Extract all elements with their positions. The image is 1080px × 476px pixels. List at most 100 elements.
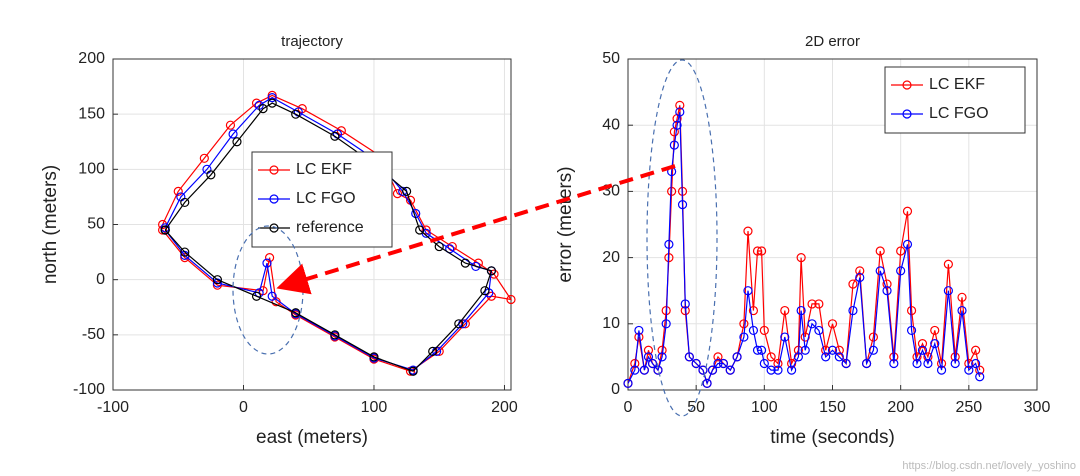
data-point: [725, 365, 735, 375]
y-axis-label: north (meters): [40, 165, 61, 284]
y-axis-label: error (meters): [555, 166, 576, 282]
data-point: [675, 100, 685, 110]
data-point: [713, 352, 723, 362]
legend-marker: [269, 194, 279, 204]
data-point: [718, 358, 729, 369]
data-point: [643, 352, 654, 362]
y-tick-label: 50: [87, 216, 105, 233]
data-point: [743, 286, 753, 296]
data-point: [950, 358, 960, 369]
data-point: [757, 246, 767, 256]
data-point: [975, 365, 985, 375]
data-point: [807, 299, 817, 309]
data-point: [251, 98, 262, 108]
y-tick-label: 40: [602, 116, 620, 133]
data-point: [506, 294, 516, 305]
series-line: [627, 111, 981, 386]
highlight-ellipse: [646, 59, 718, 417]
data-point: [855, 272, 865, 283]
data-point: [906, 325, 917, 336]
data-point: [157, 225, 168, 235]
legend-label: LC EKF: [296, 161, 352, 178]
data-point: [868, 345, 879, 355]
data-point: [896, 246, 906, 256]
x-tick-label: 50: [687, 399, 705, 416]
y-tick-label: 100: [78, 161, 105, 178]
data-point: [173, 186, 183, 196]
data-point: [923, 352, 933, 362]
data-point: [434, 241, 444, 252]
data-point: [964, 365, 974, 375]
x-tick-label: 100: [361, 399, 388, 416]
plots: -100 0 100 200-100-50050100150200trajectory…: [40, 33, 1050, 448]
data-point: [930, 325, 940, 336]
data-point: [421, 225, 431, 235]
x-axis-label: east (meters): [256, 427, 368, 448]
data-point: [330, 330, 340, 340]
data-point: [821, 345, 831, 355]
watermark: https://blog.csdn.net/lovely_yoshino: [902, 460, 1076, 472]
data-point: [902, 239, 913, 249]
y-tick-label: 0: [96, 271, 105, 288]
data-point: [748, 325, 759, 336]
data-point: [882, 279, 892, 289]
data-point: [917, 345, 928, 355]
data-point: [821, 352, 831, 362]
data-point: [369, 352, 379, 362]
data-point: [684, 352, 694, 362]
y-tick-label: -100: [73, 381, 105, 398]
data-point: [834, 352, 844, 362]
data-point: [180, 197, 190, 208]
data-point: [428, 346, 438, 356]
data-point: [160, 225, 170, 235]
data-point: [434, 346, 444, 356]
data-point: [657, 352, 667, 362]
data-point: [634, 325, 644, 336]
x-tick-label: 300: [1024, 399, 1051, 416]
legend-label: LC FGO: [929, 105, 989, 122]
data-point: [827, 319, 838, 329]
data-point: [232, 137, 242, 147]
data-point: [199, 153, 209, 163]
data-point: [936, 365, 947, 375]
legend-label: LC FGO: [296, 190, 356, 207]
data-point: [460, 258, 470, 268]
arrow: [276, 164, 676, 295]
data-point: [691, 358, 701, 369]
data-point: [906, 305, 917, 316]
data-point: [957, 305, 967, 316]
x-tick-label: 200: [491, 399, 518, 416]
data-point: [861, 358, 872, 369]
x-tick-label: 150: [819, 399, 846, 416]
data-point: [415, 225, 425, 235]
y-tick-label: 200: [78, 50, 105, 67]
y-tick-label: 10: [602, 315, 620, 332]
data-point: [841, 358, 851, 369]
data-point: [225, 120, 236, 130]
chart-title: trajectory: [281, 33, 343, 50]
data-point: [814, 299, 824, 309]
data-point: [480, 286, 490, 296]
data-point: [786, 365, 797, 375]
chart-title: 2D error: [805, 33, 860, 50]
data-point: [291, 109, 301, 119]
data-point: [664, 239, 674, 249]
legend-marker: [902, 80, 912, 90]
data-point: [267, 93, 277, 103]
data-point: [773, 365, 783, 375]
legend-box: [884, 66, 1026, 134]
data-point: [713, 358, 723, 369]
data-point: [251, 291, 262, 301]
data-point: [923, 358, 933, 369]
data-point: [917, 339, 928, 349]
y-tick-label: -50: [82, 326, 105, 343]
axes-frame: [112, 58, 512, 391]
data-point: [680, 299, 690, 309]
data-point: [258, 104, 268, 114]
data-point: [848, 279, 858, 289]
x-tick-label: 250: [955, 399, 982, 416]
y-tick-label: 0: [611, 381, 620, 398]
data-point: [943, 286, 953, 296]
legend-label: reference: [296, 219, 364, 236]
data-point: [796, 305, 806, 316]
